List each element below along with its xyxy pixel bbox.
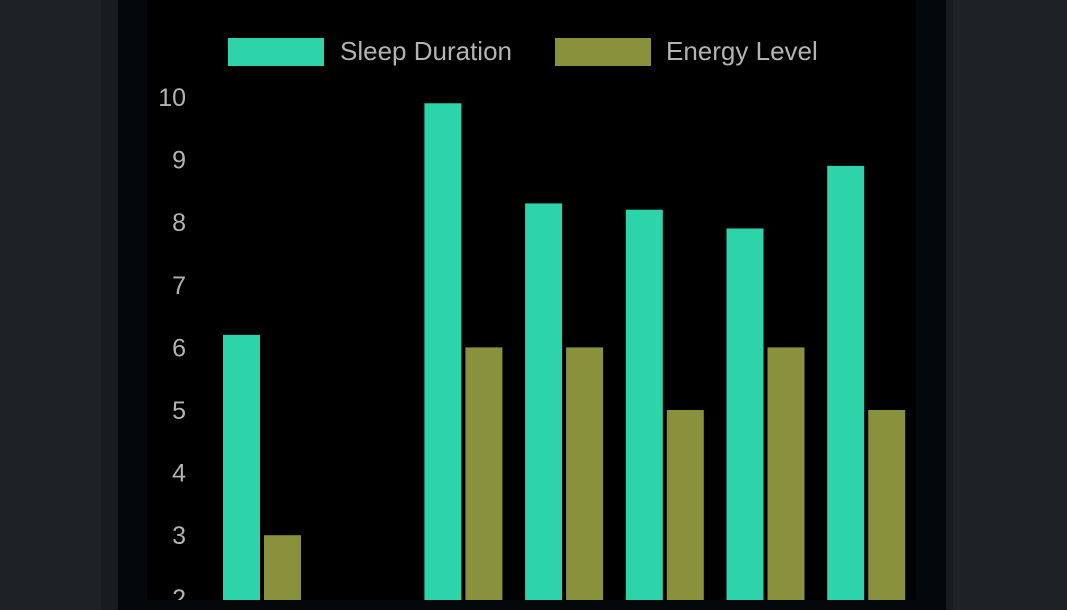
y-tick-label: 8 — [172, 209, 186, 237]
energy-level-bar — [465, 347, 503, 600]
sleep-duration-bar — [223, 334, 260, 600]
legend-label-energy: Energy Level — [666, 36, 818, 66]
sleep-duration-bar — [827, 165, 865, 600]
energy-level-bar — [666, 410, 704, 600]
energy-level-bar — [767, 347, 805, 600]
chart-legend: Sleep Duration Energy Level — [228, 36, 818, 66]
sleep-duration-bar — [625, 209, 663, 600]
energy-level-bar — [264, 535, 301, 600]
y-tick-label: 7 — [172, 272, 186, 300]
legend-label-sleep: Sleep Duration — [340, 36, 512, 66]
y-tick-label: 5 — [172, 397, 186, 425]
bars — [223, 103, 906, 600]
y-tick-label: 6 — [172, 334, 186, 362]
legend-swatch-sleep — [228, 38, 324, 66]
y-tick-label: 4 — [172, 460, 186, 488]
energy-level-bar — [566, 347, 604, 600]
legend-swatch-energy — [555, 38, 651, 66]
y-tick-label: 3 — [172, 522, 186, 550]
sleep-duration-bar — [525, 203, 563, 600]
y-tick-label: 10 — [158, 84, 186, 112]
energy-level-bar — [868, 410, 906, 600]
y-tick-label: 9 — [172, 147, 186, 175]
sleep-duration-bar — [424, 103, 462, 600]
y-tick-label: 2 — [172, 585, 186, 600]
sleep-duration-bar — [726, 228, 764, 600]
y-axis: 2 3 4 5 6 7 8 9 10 — [158, 84, 186, 600]
